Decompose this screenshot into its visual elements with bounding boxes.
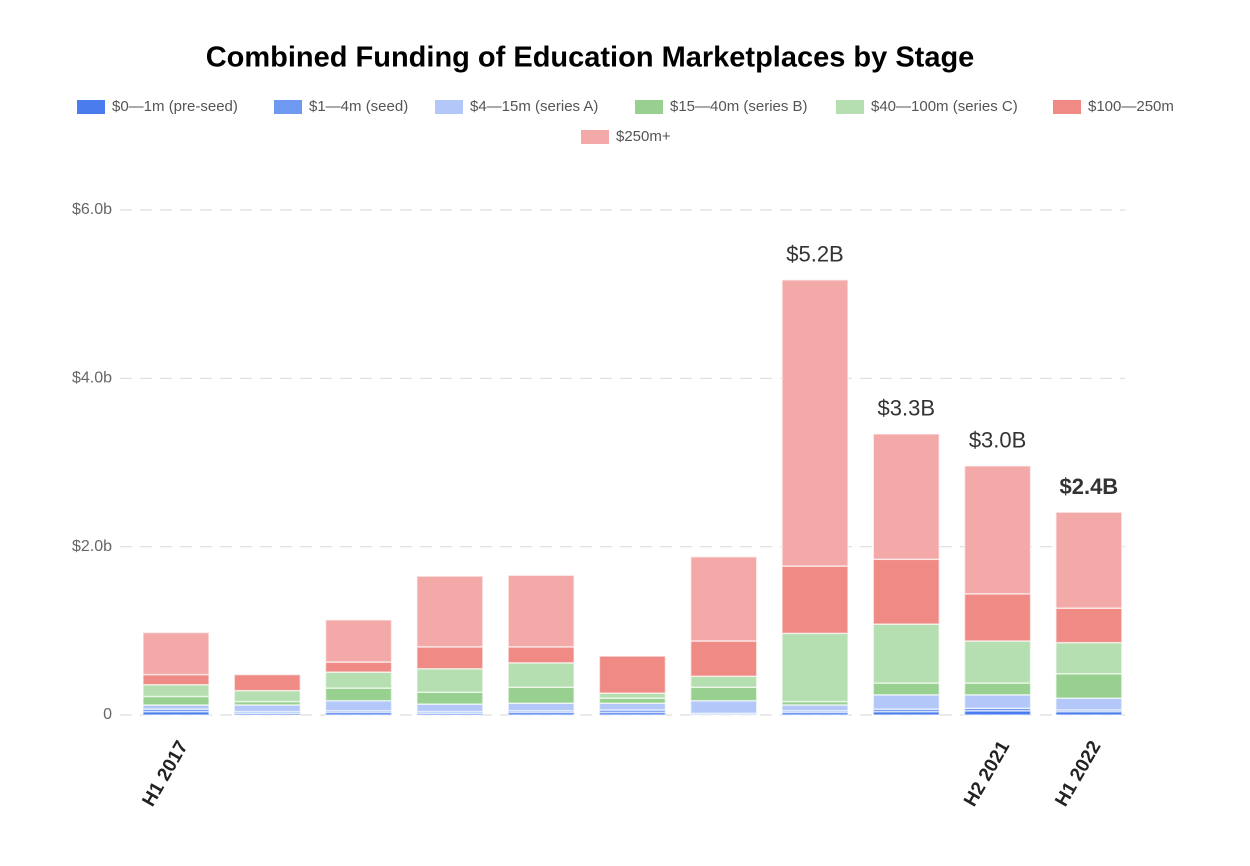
bar-segment [1055,697,1123,711]
bar-segment [963,694,1032,710]
bar-segment [689,699,758,715]
bar-segment [689,640,758,678]
bar-segment [689,556,758,642]
chart-title: Combined Funding of Education Marketplac… [206,42,975,74]
bar-segment [416,646,484,670]
bar-segment [872,682,941,696]
bar-segment [872,558,941,625]
bar-segment [416,667,484,694]
legend-label: $0—1m (pre-seed) [112,98,238,115]
bar-segment [963,593,1032,642]
bar-segment [1055,511,1123,609]
total-label: $3.3B [878,396,936,421]
bar-segment [781,565,849,635]
bar-segment [963,640,1032,684]
bar-segment [324,699,393,712]
bar-segment [963,465,1032,595]
bar-segment [1055,641,1123,675]
legend-swatch [1053,100,1081,114]
bar-segment [142,695,210,706]
legend-label: $250m+ [616,128,671,145]
legend-swatch [836,100,864,114]
x-tick-label: H1 2017 [139,738,193,811]
y-tick-label: $2.0b [72,538,112,555]
legend-swatch [435,100,463,114]
total-label: $5.2B [786,242,844,267]
bar-segment [507,702,575,712]
y-tick-label: 0 [103,706,112,723]
bar-segment [781,704,849,712]
bar-segment [689,675,758,688]
bar-segment [142,673,210,686]
bar-segment [324,661,393,673]
bar-segment [1055,673,1123,699]
bar-segment [324,687,393,702]
bar-segment [872,433,941,561]
bar-segment [872,694,941,710]
bar-segment [963,682,1032,696]
legend-swatch [274,100,302,114]
bar-segment [689,686,758,702]
legend-label: $1—4m (seed) [309,98,408,115]
legend-label: $4—15m (series A) [470,98,598,115]
bar-segment [324,619,393,663]
y-tick-label: $6.0b [72,201,112,218]
bar-segment [233,704,302,713]
bar-segment [781,632,849,703]
legend-swatch [581,130,609,144]
bar-segment [507,646,575,664]
bar-segment [598,697,667,704]
bar-segment [507,686,575,704]
bar-segment [507,574,575,648]
total-label: $3.0B [969,428,1027,453]
x-tick-label: H2 2021 [960,737,1014,810]
legend-label: $15—40m (series B) [670,98,808,115]
bar-segment [598,692,667,699]
bar-segment [416,703,484,713]
bar-segment [142,631,210,676]
bar-segment [142,683,210,698]
bar-segment [416,691,484,705]
x-tick-label: H1 2022 [1051,738,1105,811]
legend-swatch [77,100,105,114]
bar-segment [781,279,849,567]
legend-label: $100—250m [1088,98,1174,115]
bar-segment [1055,607,1123,644]
bar-segment [598,655,667,694]
y-tick-label: $4.0b [72,370,112,387]
bar-segment [416,575,484,648]
bar-segment [324,671,393,689]
legend-swatch [635,100,663,114]
bar-segment [233,673,302,692]
bar-segment [598,702,667,711]
bar-segment [872,623,941,684]
bar-segment [507,662,575,688]
legend-label: $40—100m (series C) [871,98,1018,115]
total-label: $2.4B [1059,474,1118,499]
bar-segment [233,689,302,703]
